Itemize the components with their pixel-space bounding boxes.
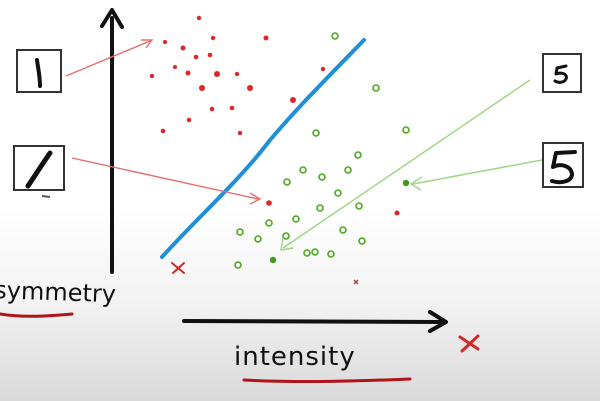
class-five-points [234,32,410,269]
separator-line [160,38,366,259]
stray-stroke [41,195,51,198]
digit-five-large-icon [542,142,584,188]
x-axis-label: intensity [234,342,356,372]
y-axis-arrowhead [100,8,124,29]
digit-one-slanted-icon [13,145,65,191]
arrow-digit-five-small [280,79,531,251]
x-axis-arrowhead [428,310,448,333]
arrow-digit-one-upright [65,39,154,77]
y-axis-label-underline [0,312,74,318]
y-axis-label: symmetry [0,276,116,308]
tiny-mark [353,279,359,285]
cross-mark-x-axis [458,334,480,353]
arrow-digit-one-slanted [71,157,262,205]
arrow-digit-five-large [409,159,543,191]
class-one-points [149,15,400,216]
cross-mark-origin [171,262,185,274]
digit-one-upright-icon [16,49,62,93]
x-axis [182,319,444,324]
x-axis-label-underline [242,377,412,384]
class-five-filled-points [269,179,410,264]
digit-five-small-icon [542,53,582,93]
